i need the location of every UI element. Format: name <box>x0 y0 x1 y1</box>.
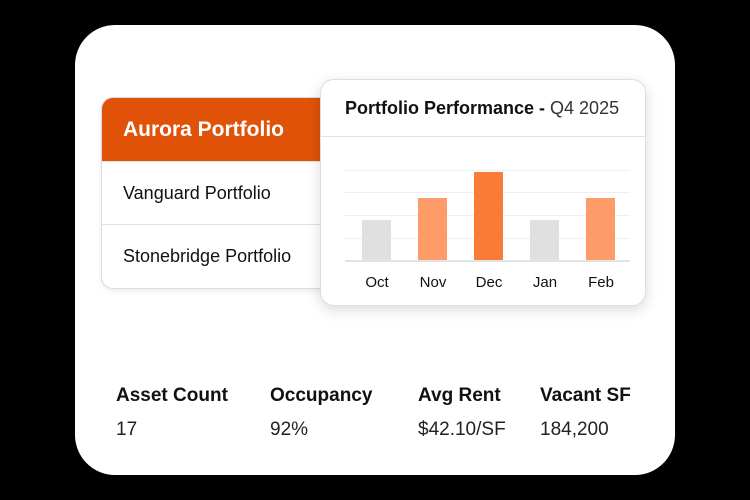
bar-dec[interactable] <box>474 172 503 260</box>
stat-occupancy: Occupancy 92% <box>270 385 372 441</box>
portfolio-item-aurora[interactable]: Aurora Portfolio <box>102 98 342 162</box>
stat-value: $42.10/SF <box>418 419 506 440</box>
portfolio-item-label: Aurora Portfolio <box>123 117 284 141</box>
stat-avg-rent: Avg Rent $42.10/SF <box>418 385 506 441</box>
x-label-oct: Oct <box>365 274 389 291</box>
portfolio-item-stonebridge[interactable]: Stonebridge Portfolio <box>102 225 342 288</box>
x-label-nov: Nov <box>419 274 447 291</box>
bar-feb[interactable] <box>586 198 615 260</box>
stat-label: Occupancy <box>270 385 373 406</box>
stat-asset-count: Asset Count 17 <box>116 385 228 441</box>
bar-jan[interactable] <box>530 220 559 260</box>
x-axis-baseline <box>345 260 630 262</box>
portfolio-item-label: Stonebridge Portfolio <box>123 246 292 266</box>
stat-label: Asset Count <box>116 385 228 406</box>
stat-value: 17 <box>116 419 138 440</box>
bar-oct[interactable] <box>362 220 391 260</box>
portfolio-item-label: Vanguard Portfolio <box>123 182 271 203</box>
chart-title: Portfolio Performance - <box>345 97 546 118</box>
performance-chart-card: Portfolio Performance - Q4 2025 Oct Nov … <box>320 79 646 306</box>
gridline <box>345 170 630 171</box>
portfolio-item-vanguard[interactable]: Vanguard Portfolio <box>102 162 342 225</box>
x-label-feb: Feb <box>588 274 614 291</box>
stat-label: Avg Rent <box>418 385 501 406</box>
x-label-jan: Jan <box>532 274 558 291</box>
chart-period: Q4 2025 <box>550 97 620 118</box>
stat-value: 184,200 <box>540 419 609 440</box>
bar-chart <box>345 170 630 262</box>
stat-vacant-sf: Vacant SF 184,200 <box>540 385 631 441</box>
x-label-dec: Dec <box>475 274 503 291</box>
stat-label: Vacant SF <box>540 385 631 406</box>
stat-value: 92% <box>270 419 309 440</box>
chart-header: Portfolio Performance - Q4 2025 <box>321 80 645 137</box>
bar-nov[interactable] <box>418 198 447 260</box>
portfolio-list: Aurora Portfolio Vanguard Portfolio Ston… <box>101 97 343 289</box>
